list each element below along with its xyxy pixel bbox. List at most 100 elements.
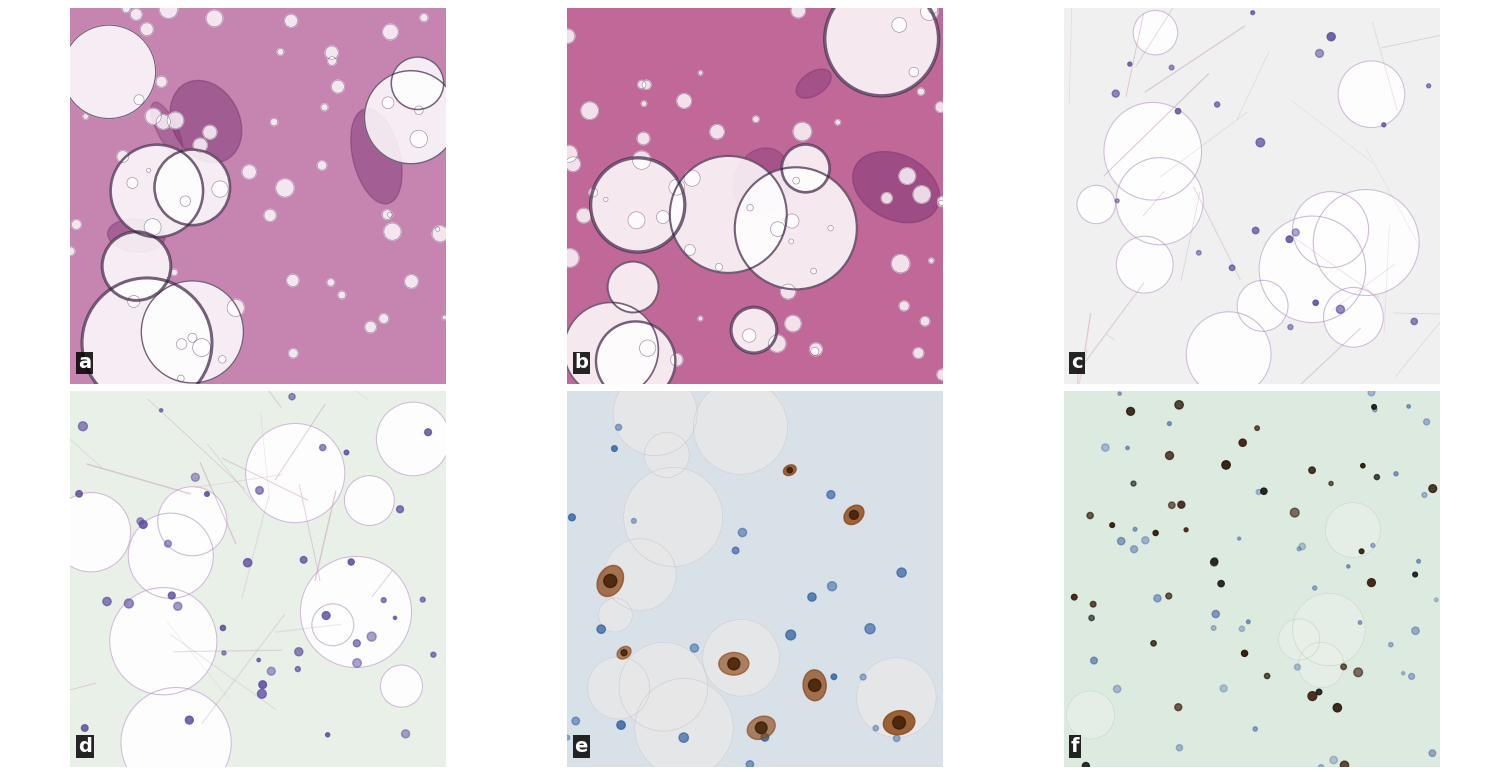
Circle shape [288,349,297,358]
Circle shape [353,640,361,646]
Circle shape [743,329,757,343]
Circle shape [177,339,187,350]
Circle shape [577,208,590,223]
Circle shape [381,598,387,602]
Circle shape [1113,685,1120,693]
Circle shape [322,611,331,619]
Circle shape [1413,572,1418,577]
Circle shape [205,491,210,496]
Circle shape [787,467,793,473]
Circle shape [808,593,815,601]
Ellipse shape [883,711,915,735]
Circle shape [835,119,841,125]
Circle shape [382,210,393,219]
Circle shape [186,716,193,724]
Circle shape [1264,673,1270,679]
Circle shape [619,642,708,731]
Circle shape [1131,546,1137,553]
Circle shape [631,518,636,523]
Circle shape [220,625,225,631]
Circle shape [430,653,436,657]
Circle shape [207,10,223,26]
Circle shape [894,735,900,742]
Circle shape [66,247,76,255]
Circle shape [143,219,162,236]
Circle shape [420,14,427,22]
Circle shape [1294,664,1300,670]
Circle shape [891,254,909,273]
Circle shape [1293,229,1299,236]
Circle shape [1261,488,1267,494]
Circle shape [788,239,794,244]
Circle shape [892,18,906,33]
Circle shape [590,158,686,252]
Circle shape [391,57,444,109]
Circle shape [680,733,689,742]
Text: a: a [79,353,91,373]
Circle shape [1422,492,1427,498]
Ellipse shape [151,102,183,156]
Circle shape [587,656,649,719]
Circle shape [1256,138,1265,146]
Circle shape [1175,704,1182,711]
Circle shape [642,101,646,106]
Circle shape [71,219,82,229]
Circle shape [226,299,245,316]
Circle shape [415,106,423,115]
Ellipse shape [596,566,624,597]
Circle shape [753,116,760,122]
Circle shape [1077,185,1116,224]
Circle shape [560,146,577,162]
Circle shape [1229,265,1235,270]
Circle shape [168,112,184,129]
Circle shape [1116,199,1119,203]
Text: b: b [574,353,589,373]
Circle shape [146,168,151,172]
Text: d: d [79,737,92,756]
Circle shape [1409,673,1415,680]
Circle shape [137,518,143,525]
Circle shape [1333,704,1341,712]
Circle shape [258,690,266,698]
Circle shape [411,130,427,148]
Circle shape [160,408,163,412]
Circle shape [612,446,618,451]
Circle shape [242,165,257,179]
Text: e: e [574,737,587,756]
Circle shape [139,521,146,529]
Circle shape [637,81,646,88]
Ellipse shape [719,653,749,675]
Circle shape [589,188,598,197]
Circle shape [328,57,337,65]
Circle shape [193,339,210,356]
Circle shape [1237,281,1288,331]
Circle shape [1166,452,1173,460]
Circle shape [193,138,207,152]
Circle shape [1116,236,1173,293]
Circle shape [1132,527,1137,531]
Circle shape [1359,621,1362,625]
Circle shape [202,126,217,140]
Circle shape [192,474,199,481]
Circle shape [811,347,818,356]
Circle shape [633,151,651,170]
Circle shape [1238,537,1241,540]
Circle shape [702,619,779,696]
Circle shape [376,402,450,476]
Circle shape [1291,508,1299,517]
Circle shape [1220,685,1228,692]
Circle shape [710,125,725,139]
Circle shape [82,278,211,408]
Circle shape [1154,530,1158,536]
Circle shape [560,29,575,43]
Circle shape [861,674,867,680]
Circle shape [566,157,580,171]
Circle shape [420,598,426,602]
Circle shape [145,109,162,124]
Circle shape [1412,627,1419,635]
Circle shape [1166,593,1172,599]
Circle shape [257,658,260,662]
Circle shape [128,513,213,598]
Circle shape [317,160,326,170]
Circle shape [1424,418,1430,425]
